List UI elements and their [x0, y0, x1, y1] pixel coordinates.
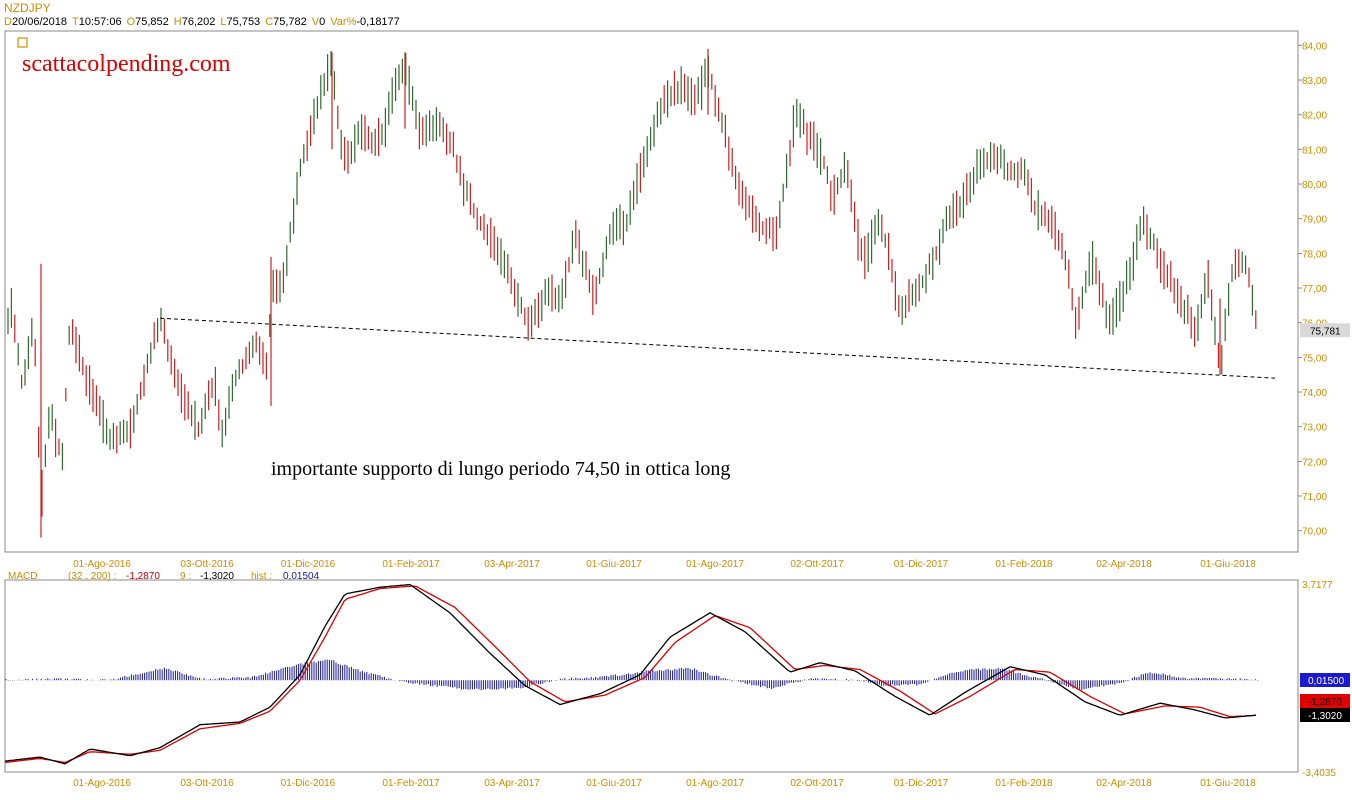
price-y-tick-label: 72,00	[1302, 457, 1327, 468]
macd-badge-macd	[1300, 694, 1350, 708]
macd-x-tick-label: 03-Ott-2016	[180, 778, 234, 789]
macd-line	[4, 583, 1257, 765]
quote-value: 75,852	[135, 16, 169, 28]
price-x-tick-label: 01-Ago-2016	[73, 559, 131, 570]
watermark-text: scattacolpending.com	[22, 51, 231, 77]
macd-badge-label: -1,2870	[1308, 697, 1342, 708]
price-x-tick-label: 01-Dic-2016	[281, 559, 336, 570]
macd-badge-label: -1,3020	[1308, 711, 1342, 722]
support-trendline	[159, 317, 1276, 379]
price-x-tick-label: 03-Ott-2016	[180, 559, 234, 570]
price-y-tick-label: 71,00	[1302, 492, 1327, 503]
price-x-tick-label: 02-Ott-2017	[790, 559, 844, 570]
last-price-label: 75,781	[1310, 326, 1341, 337]
macd-legend-signal-label: 9 :	[180, 571, 191, 582]
price-y-tick-label: 77,00	[1302, 284, 1327, 295]
corner-square-icon	[17, 37, 28, 48]
quote-key: O	[126, 16, 136, 28]
price-x-tick-label: 02-Apr-2018	[1096, 559, 1152, 570]
quote-key: C	[265, 16, 274, 28]
quote-key: Var%	[330, 16, 357, 28]
quote-value: 20/06/2018	[11, 16, 68, 28]
price-x-tick-label: 01-Feb-2018	[995, 559, 1053, 570]
macd-x-tick-label: 01-Feb-2018	[995, 778, 1053, 789]
price-y-tick-label: 75,00	[1302, 353, 1327, 364]
macd-badge-hist	[1300, 673, 1350, 687]
price-x-tick-label: 01-Ago-2017	[686, 559, 744, 570]
macd-x-tick-label: 01-Giu-2017	[586, 778, 642, 789]
macd-legend-params: (32 , 200) :	[68, 571, 116, 582]
macd-legend-signal-value: -1,3020	[200, 571, 234, 582]
price-x-tick-label: 01-Feb-2017	[382, 559, 440, 570]
price-y-tick-label: 70,00	[1302, 527, 1327, 538]
price-y-tick-label: 78,00	[1302, 249, 1327, 260]
macd-x-tick-label: 02-Ott-2017	[790, 778, 844, 789]
price-x-tick-label: 01-Dic-2017	[894, 559, 949, 570]
symbol-label: NZDJPY	[4, 1, 51, 15]
price-y-tick-label: 79,00	[1302, 215, 1327, 226]
price-y-tick-label: 84,00	[1302, 41, 1327, 52]
price-panel-frame	[4, 30, 1299, 553]
macd-panel-frame	[4, 579, 1299, 773]
quote-key: T	[72, 16, 79, 28]
quote-key: D	[4, 16, 12, 28]
macd-badge-label: 0,01500	[1308, 676, 1345, 687]
macd-x-tick-label: 03-Apr-2017	[484, 778, 540, 789]
last-price-badge	[1300, 323, 1350, 338]
macd-legend-hist-value: 0,01504	[283, 571, 320, 582]
macd-x-tick-label: 02-Apr-2018	[1096, 778, 1152, 789]
quote-value: 0	[319, 16, 326, 28]
quote-value: 75,753	[226, 16, 261, 28]
quote-value: 75,782	[273, 16, 307, 28]
signal-line	[4, 585, 1257, 764]
macd-y-max-label: 3,7177	[1302, 580, 1333, 591]
macd-y-min-label: -3,4035	[1302, 768, 1336, 779]
price-x-tick-label: 01-Giu-2018	[1200, 559, 1256, 570]
quote-value: 10:57:06	[78, 16, 122, 28]
macd-x-tick-label: 01-Dic-2016	[281, 778, 336, 789]
price-x-tick-label: 01-Giu-2017	[586, 559, 642, 570]
price-x-tick-label: 03-Apr-2017	[484, 559, 540, 570]
quote-key: V	[311, 16, 320, 28]
price-y-tick-label: 83,00	[1302, 76, 1327, 87]
price-y-tick-label: 81,00	[1302, 145, 1327, 156]
macd-x-tick-label: 01-Dic-2017	[894, 778, 949, 789]
macd-badge-signal	[1300, 708, 1350, 722]
macd-x-tick-label: 01-Ago-2017	[686, 778, 744, 789]
macd-legend-hist-label: hist :	[251, 571, 272, 582]
price-y-tick-label: 80,00	[1302, 180, 1327, 191]
quote-key: H	[173, 16, 182, 28]
quote-value: -0,18177	[356, 16, 400, 28]
macd-x-tick-label: 01-Feb-2017	[382, 778, 440, 789]
macd-legend-title: MACD	[8, 571, 37, 582]
candles-group	[7, 48, 1257, 538]
price-y-tick-label: 74,00	[1302, 388, 1327, 399]
price-y-tick-label: 73,00	[1302, 423, 1327, 434]
quote-bar: D20/06/2018 T10:57:06 O75,852 H76,202 L75,75…	[4, 16, 405, 28]
price-y-tick-label: 82,00	[1302, 111, 1327, 122]
support-annotation: importante supporto di lungo periodo 74,…	[271, 458, 730, 480]
macd-histogram-group	[5, 659, 1259, 691]
macd-legend-macd-value: -1,2870	[126, 571, 160, 582]
quote-key: L	[220, 16, 227, 28]
quote-value: 76,202	[181, 16, 216, 28]
macd-x-tick-label: 01-Giu-2018	[1200, 778, 1256, 789]
macd-x-tick-label: 01-Ago-2016	[73, 778, 131, 789]
